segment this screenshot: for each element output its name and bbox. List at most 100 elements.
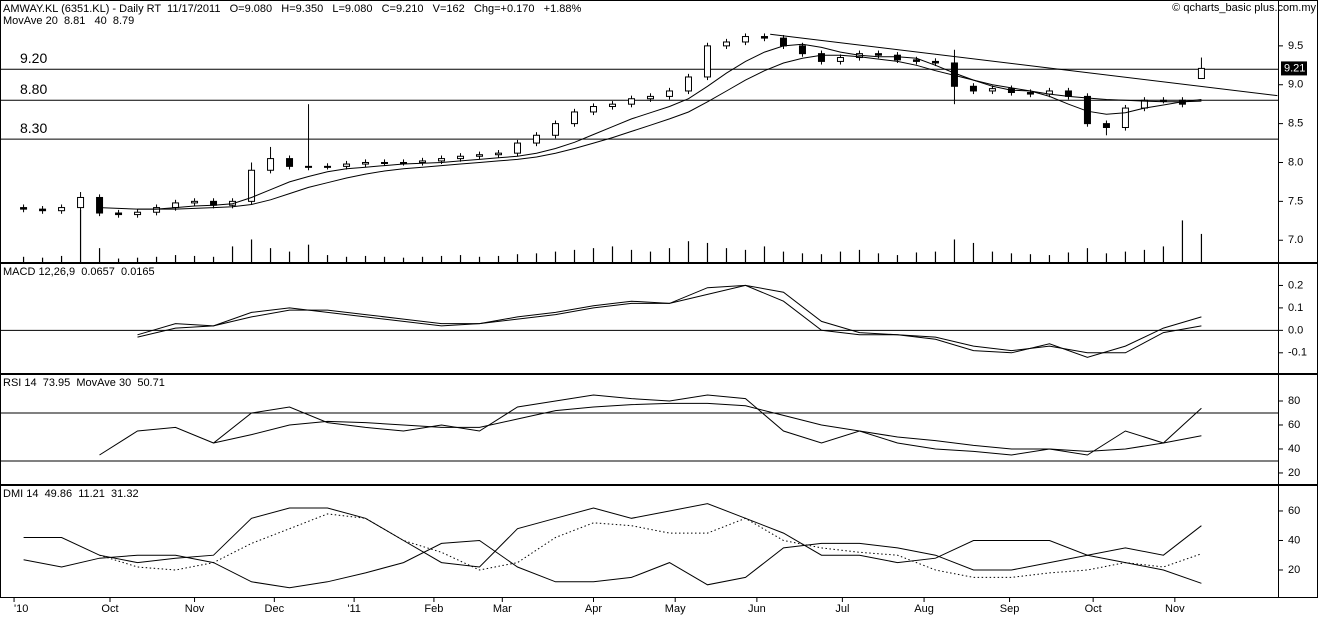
- volume-bar: [288, 251, 291, 262]
- volume-bar: [478, 256, 481, 262]
- candle-body: [779, 37, 787, 47]
- volume-bar: [345, 256, 348, 262]
- volume-bar: [972, 242, 975, 262]
- volume-bar: [687, 241, 690, 262]
- y-tick-label: 0.1: [1288, 302, 1303, 314]
- candle-body: [286, 158, 294, 167]
- series-line: [137, 54, 1202, 210]
- volume-bar: [953, 239, 956, 262]
- x-tick-label: Aug: [914, 603, 934, 615]
- volume-bar: [877, 253, 880, 262]
- volume-bar: [1048, 255, 1051, 262]
- candle-body: [96, 196, 104, 214]
- candle-body: [836, 57, 844, 62]
- y-tick-label: 0.2: [1288, 279, 1303, 291]
- volume-bar: [174, 255, 177, 262]
- candle-body: [817, 53, 825, 62]
- copyright: © qcharts_basic plus.com.my: [1172, 2, 1316, 14]
- volume-bar: [554, 251, 557, 262]
- candle-body: [1102, 123, 1110, 129]
- candle-body: [684, 76, 692, 92]
- y-tick-label: -0.1: [1288, 347, 1307, 359]
- y-tick-label: 7.0: [1288, 234, 1303, 246]
- volume-bar: [782, 251, 785, 262]
- candle-body: [115, 212, 123, 216]
- y-tick-label: 80: [1288, 395, 1300, 407]
- x-tick-label: Jul: [835, 603, 849, 615]
- candle-body: [343, 163, 351, 167]
- y-tick-label: 9.5: [1288, 40, 1303, 52]
- volume-bar: [136, 257, 139, 262]
- volume-bar: [440, 255, 443, 262]
- y-tick-label: 20: [1288, 467, 1300, 479]
- volume-bar: [98, 248, 101, 262]
- candle-body: [969, 85, 977, 92]
- candle-body: [248, 169, 256, 202]
- volume-bar: [1029, 254, 1032, 262]
- volume-bar: [649, 251, 652, 262]
- candle-body: [324, 165, 332, 168]
- panel-title: AMWAY.KL (6351.KL) - Daily RT 11/17/2011…: [3, 3, 582, 15]
- volume-bar: [1067, 252, 1070, 262]
- volume-bar: [383, 256, 386, 262]
- y-tick-label: 60: [1288, 505, 1300, 517]
- level-label: 9.20: [20, 50, 47, 66]
- x-tick-label: '11: [347, 603, 361, 615]
- panel-title: DMI 14 49.86 11.21 31.32: [3, 488, 139, 500]
- candle-body: [533, 134, 541, 144]
- volume-bar: [212, 256, 215, 262]
- volume-bar: [326, 255, 329, 262]
- candle-body: [589, 106, 597, 113]
- volume-bar: [915, 252, 918, 262]
- candle-body: [912, 59, 920, 62]
- y-tick-label: 7.5: [1288, 195, 1303, 207]
- candle-body: [760, 36, 768, 39]
- last-price-tag: [1281, 61, 1307, 76]
- candle-body: [457, 155, 465, 160]
- x-tick-label: Sep: [1000, 603, 1020, 615]
- volume-bar: [611, 246, 614, 262]
- candle-body: [608, 103, 616, 108]
- candle-body: [153, 207, 161, 213]
- volume-bar: [1200, 233, 1203, 262]
- volume-bar: [763, 246, 766, 262]
- candle-body: [381, 161, 389, 164]
- volume-bar: [402, 257, 405, 262]
- candle-body: [514, 142, 522, 154]
- volume-bar: [535, 253, 538, 262]
- volume-bar: [459, 255, 462, 262]
- volume-bar: [839, 251, 842, 262]
- volume-bar: [801, 253, 804, 262]
- volume-bar: [250, 239, 253, 262]
- x-tick-label: Nov: [1165, 603, 1185, 615]
- candle-body: [874, 53, 882, 56]
- x-tick-label: Nov: [185, 603, 205, 615]
- volume-bar: [60, 255, 63, 262]
- y-tick-label: 8.0: [1288, 156, 1303, 168]
- candle-body: [172, 202, 180, 209]
- candle-body: [134, 211, 142, 216]
- volume-bar: [1143, 249, 1146, 262]
- candle-body: [1064, 90, 1072, 97]
- volume-bar: [744, 249, 747, 262]
- candle-body: [741, 36, 749, 43]
- candle-body: [988, 88, 996, 92]
- volume-bar: [820, 254, 823, 262]
- series-line: [23, 503, 1202, 568]
- volume-bar: [421, 256, 424, 262]
- series-line: [213, 402, 1202, 452]
- y-tick-label: 40: [1288, 534, 1300, 546]
- volume-bar: [41, 257, 44, 262]
- candle-body: [419, 160, 427, 163]
- candle-body: [476, 154, 484, 157]
- volume-bar: [896, 255, 899, 262]
- candle-body: [931, 60, 939, 64]
- candle-body: [665, 90, 673, 97]
- volume-bar: [573, 249, 576, 262]
- candle-body: [722, 41, 730, 47]
- volume-bar: [1181, 220, 1184, 262]
- volume-bar: [592, 248, 595, 262]
- volume-bar: [22, 256, 25, 262]
- series-line: [137, 284, 1202, 354]
- volume-bar: [706, 242, 709, 262]
